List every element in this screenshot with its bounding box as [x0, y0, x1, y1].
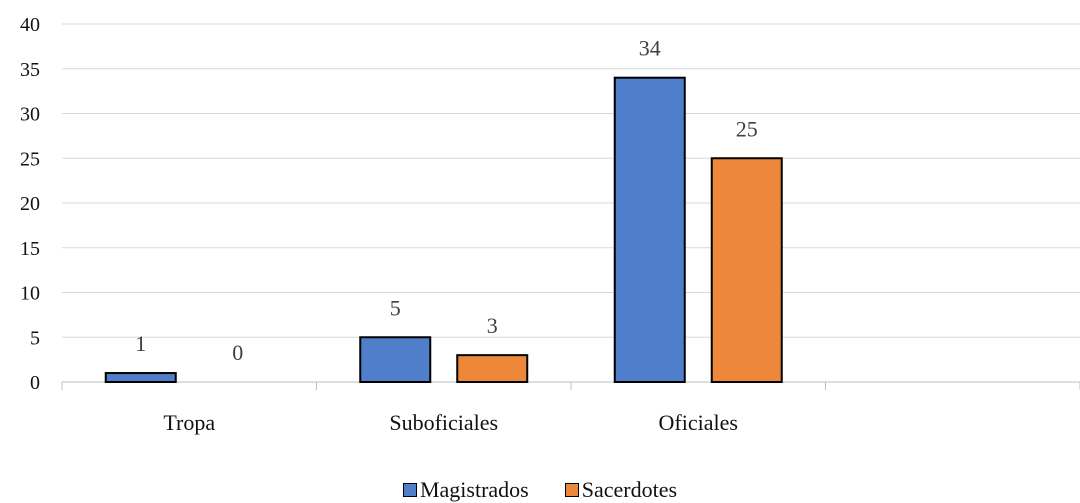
data-label: 1 — [135, 331, 146, 356]
legend-swatch-sacerdotes — [564, 483, 579, 497]
data-label: 5 — [390, 295, 401, 320]
bar — [359, 336, 432, 383]
legend-label-magistrados: Magistrados — [419, 477, 529, 502]
data-label: 3 — [487, 313, 498, 338]
x-tick-label: Oficiales — [659, 410, 738, 435]
y-tick-label: 40 — [20, 14, 40, 36]
data-label: 0 — [232, 340, 243, 365]
y-tick-label: 25 — [20, 148, 40, 170]
bar — [104, 372, 177, 383]
y-tick-label: 0 — [30, 372, 40, 394]
data-label: 34 — [639, 36, 661, 61]
y-tick-label: 30 — [20, 104, 40, 126]
y-tick-label: 15 — [20, 238, 40, 260]
y-tick-label: 35 — [20, 59, 40, 81]
legend: Magistrados Sacerdotes — [0, 477, 1080, 503]
x-tick-label: Suboficiales — [389, 410, 498, 435]
legend-swatch-magistrados — [402, 483, 417, 497]
bar — [456, 354, 529, 383]
legend-item-magistrados: Magistrados — [402, 477, 529, 503]
bar — [613, 76, 686, 383]
y-tick-label: 5 — [30, 327, 40, 349]
legend-item-sacerdotes: Sacerdotes — [564, 477, 678, 503]
bar — [710, 157, 783, 383]
data-label: 25 — [736, 116, 758, 141]
y-tick-label: 20 — [20, 193, 40, 215]
y-tick-label: 10 — [20, 283, 40, 305]
x-tick-label: Tropa — [163, 410, 215, 435]
legend-label-sacerdotes: Sacerdotes — [581, 477, 678, 502]
